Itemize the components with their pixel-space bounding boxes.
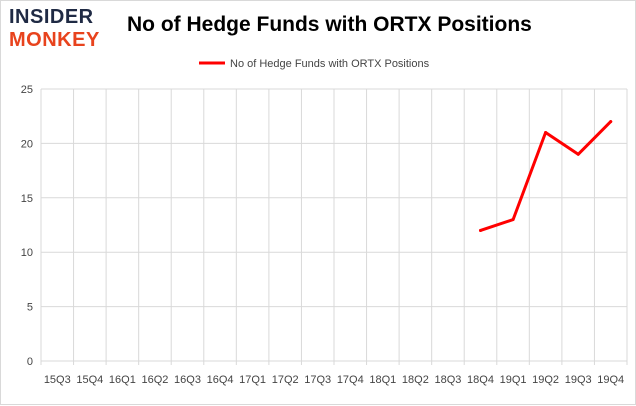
- x-tick-label: 19Q1: [500, 374, 527, 386]
- data-point: [609, 120, 613, 124]
- legend-label: No of Hedge Funds with ORTX Positions: [230, 58, 430, 70]
- insider-monkey-logo: INSIDER MONKEY: [9, 5, 121, 53]
- y-tick-label: 5: [27, 302, 33, 314]
- data-point: [511, 218, 515, 222]
- legend: No of Hedge Funds with ORTX Positions: [199, 58, 430, 70]
- logo-line-1: INSIDER: [9, 6, 94, 28]
- grid-layer: [40, 88, 628, 365]
- logo-line-2: MONKEY: [9, 29, 100, 51]
- x-tick-label: 17Q4: [337, 374, 364, 386]
- y-tick-label: 20: [21, 138, 33, 150]
- series-layer: [479, 120, 613, 232]
- data-point: [544, 131, 548, 135]
- y-tick-label: 0: [27, 356, 33, 368]
- x-tick-label: 16Q3: [174, 374, 201, 386]
- y-tick-label: 10: [21, 247, 33, 259]
- data-point: [479, 228, 482, 232]
- y-tick-label: 25: [21, 84, 33, 96]
- x-tick-label: 18Q1: [369, 374, 396, 386]
- x-tick-label: 16Q1: [109, 374, 136, 386]
- x-tick-label: 16Q2: [141, 374, 168, 386]
- y-tick-label: 15: [21, 193, 33, 205]
- x-tick-label: 18Q4: [467, 374, 494, 386]
- x-tick-label: 17Q1: [239, 374, 266, 386]
- series-line: [479, 120, 613, 232]
- chart-title: No of Hedge Funds with ORTX Positions: [127, 13, 532, 36]
- x-tick-label: 15Q4: [76, 374, 103, 386]
- x-tick-label: 16Q4: [207, 374, 234, 386]
- x-tick-label: 15Q3: [44, 374, 71, 386]
- data-point: [576, 152, 580, 156]
- x-tick-label: 18Q2: [402, 374, 429, 386]
- x-tick-label: 19Q2: [532, 374, 559, 386]
- x-tick-label: 17Q2: [272, 374, 299, 386]
- x-tick-label: 18Q3: [434, 374, 461, 386]
- x-tick-label: 19Q3: [565, 374, 592, 386]
- x-tick-label: 19Q4: [597, 374, 624, 386]
- axis-layer: 0 5 10 15 20 25 15Q3 15Q4 16Q1 16Q2 16Q3 16Q4 17Q1 17…: [21, 84, 624, 386]
- x-tick-label: 17Q3: [304, 374, 331, 386]
